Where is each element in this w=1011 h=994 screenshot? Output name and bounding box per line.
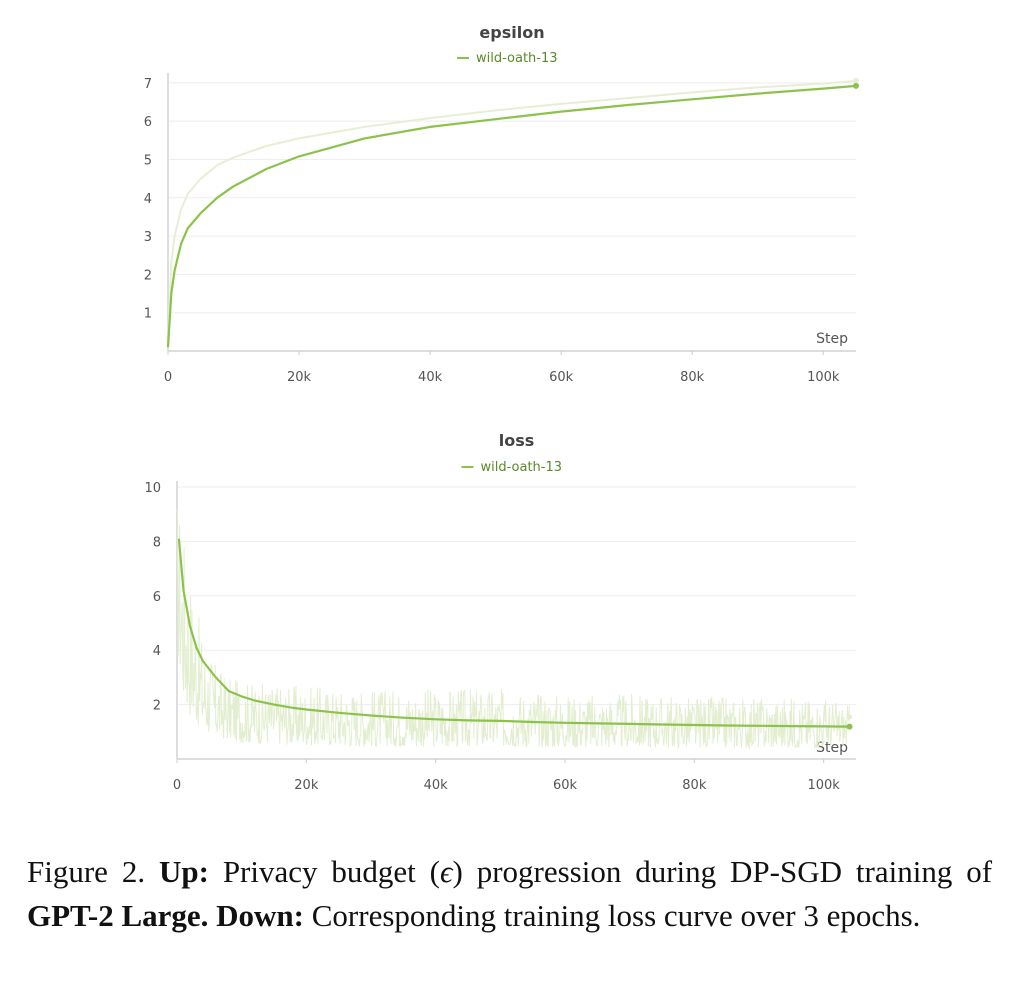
epsilon-raw-series-end-point xyxy=(853,77,859,84)
epsilon-raw-series-line xyxy=(167,79,857,348)
epsilon-legend-label: wild-oath-13 xyxy=(476,51,558,66)
epsilon-xtick-label: 0 xyxy=(164,370,172,385)
loss-xtick-label: 20k xyxy=(294,778,319,793)
epsilon-ytick-label: 3 xyxy=(144,230,152,245)
caption-up-text-1: Privacy budget ( xyxy=(222,854,440,889)
loss-ytick-label: 10 xyxy=(144,481,161,496)
epsilon-series-end-point xyxy=(853,82,859,89)
loss-ytick-label: 8 xyxy=(153,535,161,550)
caption-figure-label: Figure 2. xyxy=(27,854,146,889)
loss-xtick-label: 80k xyxy=(682,778,707,793)
epsilon-ytick-label: 6 xyxy=(144,115,152,130)
epsilon-xtick-label: 40k xyxy=(418,370,443,385)
loss-chart-svg: loss wild-oath-13 2 4 6 8 10 0 20k 40k 60k 80k 100k S… xyxy=(144,431,856,793)
epsilon-chart: epsilon wild-oath-13 1 2 3 4 5 6 7 0 20k 40k 60k 80k 1… xyxy=(0,0,1011,405)
loss-raw-series-line xyxy=(176,509,850,750)
epsilon-xtick-label: 100k xyxy=(807,370,840,385)
caption-model-name: GPT-2 Large. xyxy=(27,898,209,933)
loss-raw-series-end-point xyxy=(847,714,853,720)
loss-xtick-label: 60k xyxy=(553,778,578,793)
loss-series-line xyxy=(177,538,850,728)
epsilon-chart-title: epsilon xyxy=(479,23,544,42)
loss-x-axis-title: Step xyxy=(816,740,848,756)
epsilon-xtick-label: 60k xyxy=(549,370,574,385)
caption-epsilon-symbol: ϵ xyxy=(439,854,453,889)
epsilon-ytick-label: 1 xyxy=(144,307,152,322)
epsilon-chart-svg: epsilon wild-oath-13 1 2 3 4 5 6 7 0 20k 40k 60k 80k 1… xyxy=(144,23,859,385)
caption-down-text: Corresponding training loss curve over 3… xyxy=(311,898,921,933)
epsilon-ytick-label: 2 xyxy=(144,268,152,283)
epsilon-x-axis-title: Step xyxy=(816,331,848,347)
epsilon-ytick-label: 4 xyxy=(144,192,152,207)
loss-ytick-label: 2 xyxy=(153,699,161,714)
epsilon-ytick-label: 7 xyxy=(144,77,152,92)
caption-up-label: Up: xyxy=(158,854,209,889)
caption-up-text-2: ) progression during DP-SGD training of xyxy=(452,854,993,889)
loss-xtick-label: 100k xyxy=(807,778,840,793)
loss-xtick-label: 40k xyxy=(424,778,449,793)
loss-legend-label: wild-oath-13 xyxy=(481,460,563,475)
figure-caption: Figure 2. Up: Privacy budget (ϵ) progres… xyxy=(27,850,992,938)
loss-chart: loss wild-oath-13 2 4 6 8 10 0 20k 40k 60k 80k 100k S… xyxy=(0,410,1011,815)
epsilon-series-line xyxy=(166,84,857,348)
loss-ytick-label: 4 xyxy=(153,644,161,659)
epsilon-xtick-label: 20k xyxy=(287,370,312,385)
epsilon-xtick-label: 80k xyxy=(680,370,705,385)
epsilon-ytick-label: 5 xyxy=(144,153,152,168)
loss-xtick-label: 0 xyxy=(173,778,181,793)
loss-series-end-point xyxy=(846,723,853,730)
caption-down-label: Down: xyxy=(216,898,304,933)
loss-ytick-label: 6 xyxy=(153,590,161,605)
loss-chart-title: loss xyxy=(499,431,535,450)
